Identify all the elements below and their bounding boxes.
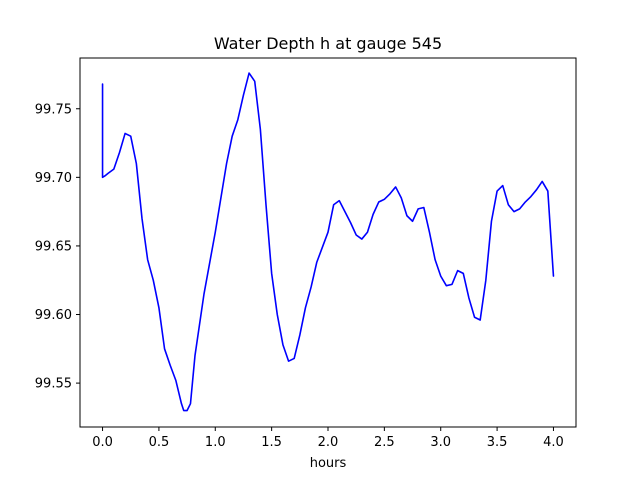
y-tick-label: 99.70 [35,171,72,186]
series-line-0 [101,72,555,412]
x-tick-label: 2.0 [318,435,339,450]
x-tick-label: 4.0 [543,435,564,450]
x-tick-label: 3.0 [430,435,451,450]
x-tick-label: 2.5 [374,435,395,450]
chart-title: Water Depth h at gauge 545 [214,34,442,53]
y-tick-label: 99.65 [35,239,72,254]
x-tick-label: 0.5 [149,435,170,450]
x-tick-label: 0.0 [92,435,113,450]
x-tick-label: 1.5 [261,435,282,450]
y-tick-label: 99.55 [35,377,72,392]
axes-frame [79,57,577,428]
y-tick-label: 99.75 [35,102,72,117]
x-axis: 0.0 0.5 1.0 1.5 2.0 2.5 3.0 3.5 4.0 [92,427,564,450]
y-axis: 99.55 99.60 99.65 99.70 99.75 [35,102,80,392]
x-tick-label: 3.5 [487,435,508,450]
plot-area [79,57,577,428]
x-tick-label: 1.0 [205,435,226,450]
x-axis-label: hours [310,456,347,471]
y-tick-label: 99.60 [35,308,72,323]
